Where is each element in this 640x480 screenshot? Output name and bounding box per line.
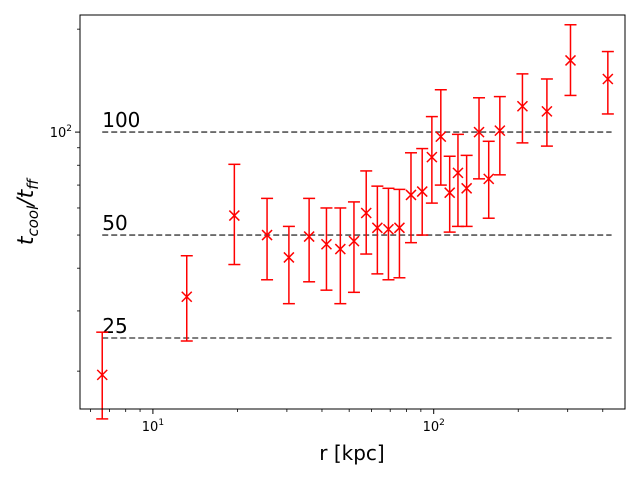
data-point — [564, 54, 577, 66]
data-point — [602, 73, 614, 85]
data-point — [261, 229, 273, 241]
data-point — [371, 222, 383, 234]
marker-stroke — [426, 151, 438, 163]
marker-stroke — [334, 243, 346, 255]
x-tick-label: 101 — [142, 418, 164, 435]
marker-stroke — [371, 222, 383, 234]
marker-stroke — [564, 54, 577, 66]
data-point — [541, 105, 553, 117]
data-point — [320, 238, 332, 250]
data-point — [461, 182, 473, 194]
marker-stroke — [461, 182, 473, 194]
reference-lines: 100 50 25 — [102, 108, 612, 339]
data-point — [303, 231, 315, 243]
y-tick-label: 102 — [50, 124, 72, 141]
data-point — [334, 243, 346, 255]
data-point — [283, 251, 295, 263]
data-point — [348, 235, 360, 247]
data-point — [444, 187, 456, 199]
data-point — [473, 126, 485, 138]
marker-stroke — [393, 222, 405, 234]
marker-stroke — [261, 229, 273, 241]
data-point — [435, 131, 447, 143]
y-axis-label: tcool/tff — [14, 177, 42, 245]
marker-stroke — [360, 207, 372, 219]
data-point — [228, 210, 240, 222]
reference-line-label: 50 — [102, 211, 127, 235]
marker-stroke — [435, 131, 447, 143]
marker-stroke — [228, 210, 240, 222]
reference-line-label: 100 — [102, 108, 140, 132]
data-point — [426, 151, 438, 163]
marker-stroke — [405, 189, 417, 201]
marker-stroke — [348, 235, 360, 247]
marker-stroke — [444, 187, 456, 199]
marker-stroke — [473, 126, 485, 138]
marker-stroke — [320, 238, 332, 250]
y-axis-ticks: 102 — [50, 28, 80, 372]
data-point — [416, 186, 428, 198]
data-point — [96, 369, 108, 381]
marker-stroke — [483, 173, 495, 185]
plot-frame — [79, 14, 626, 410]
marker-stroke — [602, 73, 614, 85]
x-tick-label: 102 — [423, 418, 445, 435]
data-point — [494, 125, 506, 137]
data-point — [382, 223, 394, 235]
marker-stroke — [416, 186, 428, 198]
x-axis-ticks: 101 102 — [90, 409, 604, 435]
marker-stroke — [181, 291, 193, 303]
data-markers — [96, 54, 614, 381]
marker-stroke — [303, 231, 315, 243]
marker-stroke — [516, 100, 528, 112]
data-point — [393, 222, 405, 234]
data-point — [405, 189, 417, 201]
x-axis-label: r [kpc] — [319, 441, 384, 465]
marker-stroke — [382, 223, 394, 235]
marker-stroke — [96, 369, 108, 381]
marker-stroke — [452, 167, 464, 179]
data-point — [181, 291, 193, 303]
data-point — [360, 207, 372, 219]
marker-stroke — [494, 125, 506, 137]
data-point — [452, 167, 464, 179]
reference-line-label: 25 — [102, 314, 127, 338]
data-point — [483, 173, 495, 185]
data-point — [516, 100, 528, 112]
marker-stroke — [541, 105, 553, 117]
marker-stroke — [283, 251, 295, 263]
